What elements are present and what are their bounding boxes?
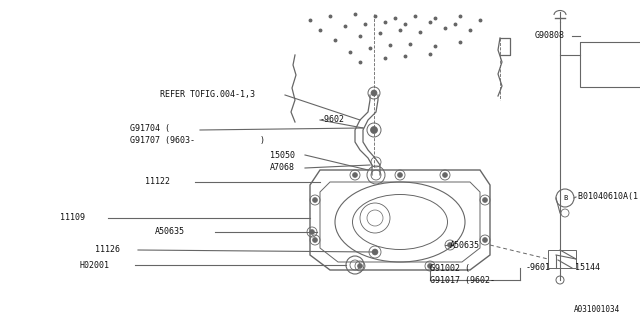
Circle shape	[312, 197, 317, 203]
Bar	[580, 42, 640, 87]
Text: REFER TOFIG.004-1,3: REFER TOFIG.004-1,3	[160, 91, 255, 100]
Text: A031001034: A031001034	[573, 306, 620, 315]
Text: G91704 (: G91704 (	[130, 124, 170, 132]
Circle shape	[372, 249, 378, 255]
Circle shape	[358, 263, 362, 268]
Bar	[548, 250, 576, 268]
Circle shape	[483, 197, 488, 203]
Circle shape	[312, 237, 317, 243]
Text: G91002 (: G91002 (	[430, 263, 470, 273]
Circle shape	[310, 229, 314, 235]
Text: 15144: 15144	[575, 263, 600, 273]
Text: A50635: A50635	[450, 241, 480, 250]
Text: G91707 (9603-: G91707 (9603-	[130, 135, 195, 145]
Text: G91017 (9602-: G91017 (9602-	[430, 276, 495, 284]
Text: 11122: 11122	[145, 178, 170, 187]
Circle shape	[397, 172, 403, 178]
Text: 11126: 11126	[95, 245, 120, 254]
Text: 11109: 11109	[60, 213, 85, 222]
Circle shape	[447, 243, 452, 247]
Circle shape	[442, 172, 447, 178]
Circle shape	[371, 126, 378, 133]
Text: -9602: -9602	[320, 116, 345, 124]
Text: 15050: 15050	[270, 150, 295, 159]
Circle shape	[353, 172, 358, 178]
Text: A7068: A7068	[270, 164, 295, 172]
Text: B: B	[563, 195, 567, 201]
Circle shape	[483, 237, 488, 243]
Text: A50635: A50635	[155, 228, 185, 236]
Circle shape	[428, 263, 433, 268]
Text: ): )	[260, 135, 265, 145]
Text: G90808: G90808	[535, 31, 565, 41]
Text: -9601: -9601	[526, 263, 551, 273]
Text: B01040610A(1 ): B01040610A(1 )	[578, 193, 640, 202]
Text: H02001: H02001	[80, 260, 110, 269]
Circle shape	[371, 90, 377, 96]
